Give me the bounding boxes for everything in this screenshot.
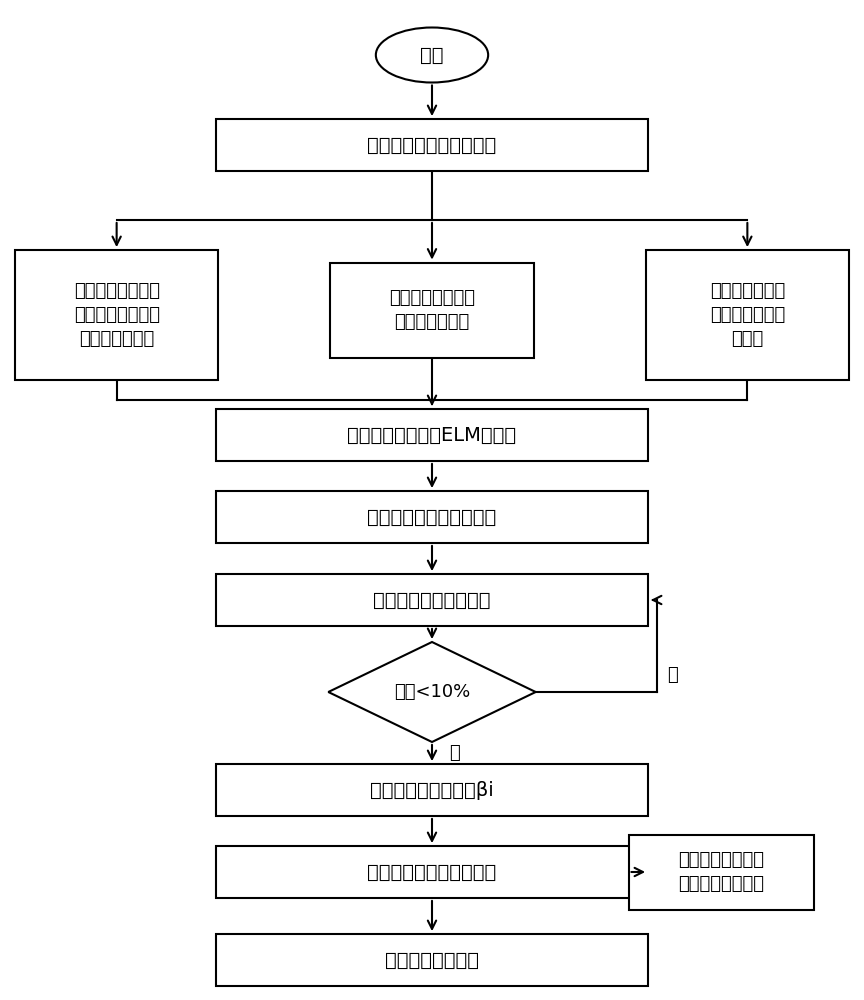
Text: 终端检测到零序电压越界: 终端检测到零序电压越界 (367, 135, 497, 154)
Text: 保存网络的输出权重βi: 保存网络的输出权重βi (370, 780, 494, 800)
Text: 通过首半波法得
到各终端首半波
幅值比: 通过首半波法得 到各终端首半波 幅值比 (709, 282, 785, 348)
Text: 得出区段定位结果: 得出区段定位结果 (385, 950, 479, 970)
Text: 构建极限学习机（ELM）网络: 构建极限学习机（ELM）网络 (347, 426, 517, 444)
FancyBboxPatch shape (216, 491, 648, 543)
Text: 通过暂态能量法得
到各终端暂态能量
值比（含极性）: 通过暂态能量法得 到各终端暂态能量 值比（含极性） (73, 282, 160, 348)
FancyBboxPatch shape (216, 846, 648, 898)
Text: 计算训练样本输出误差: 计算训练样本输出误差 (373, 590, 491, 609)
FancyBboxPatch shape (216, 764, 648, 816)
Text: 利用极限学习机训练网络: 利用极限学习机训练网络 (367, 508, 497, 526)
FancyBboxPatch shape (216, 409, 648, 461)
FancyBboxPatch shape (645, 250, 848, 380)
FancyBboxPatch shape (330, 263, 533, 358)
FancyBboxPatch shape (216, 119, 648, 171)
FancyBboxPatch shape (16, 250, 218, 380)
Text: 通过小波法得到各
终端小波幅值比: 通过小波法得到各 终端小波幅值比 (389, 289, 475, 331)
FancyBboxPatch shape (216, 574, 648, 626)
Text: 极限学习机网络训练完成: 极限学习机网络训练完成 (367, 862, 497, 882)
Text: 开始: 开始 (420, 45, 444, 64)
Text: 是: 是 (449, 744, 460, 762)
FancyBboxPatch shape (216, 934, 648, 986)
FancyBboxPatch shape (628, 834, 814, 910)
Polygon shape (328, 642, 536, 742)
Text: 误差<10%: 误差<10% (394, 683, 470, 701)
Ellipse shape (376, 27, 488, 83)
Text: 现场实际故障情况
作为测试样本输入: 现场实际故障情况 作为测试样本输入 (678, 851, 765, 893)
Text: 否: 否 (667, 666, 677, 684)
